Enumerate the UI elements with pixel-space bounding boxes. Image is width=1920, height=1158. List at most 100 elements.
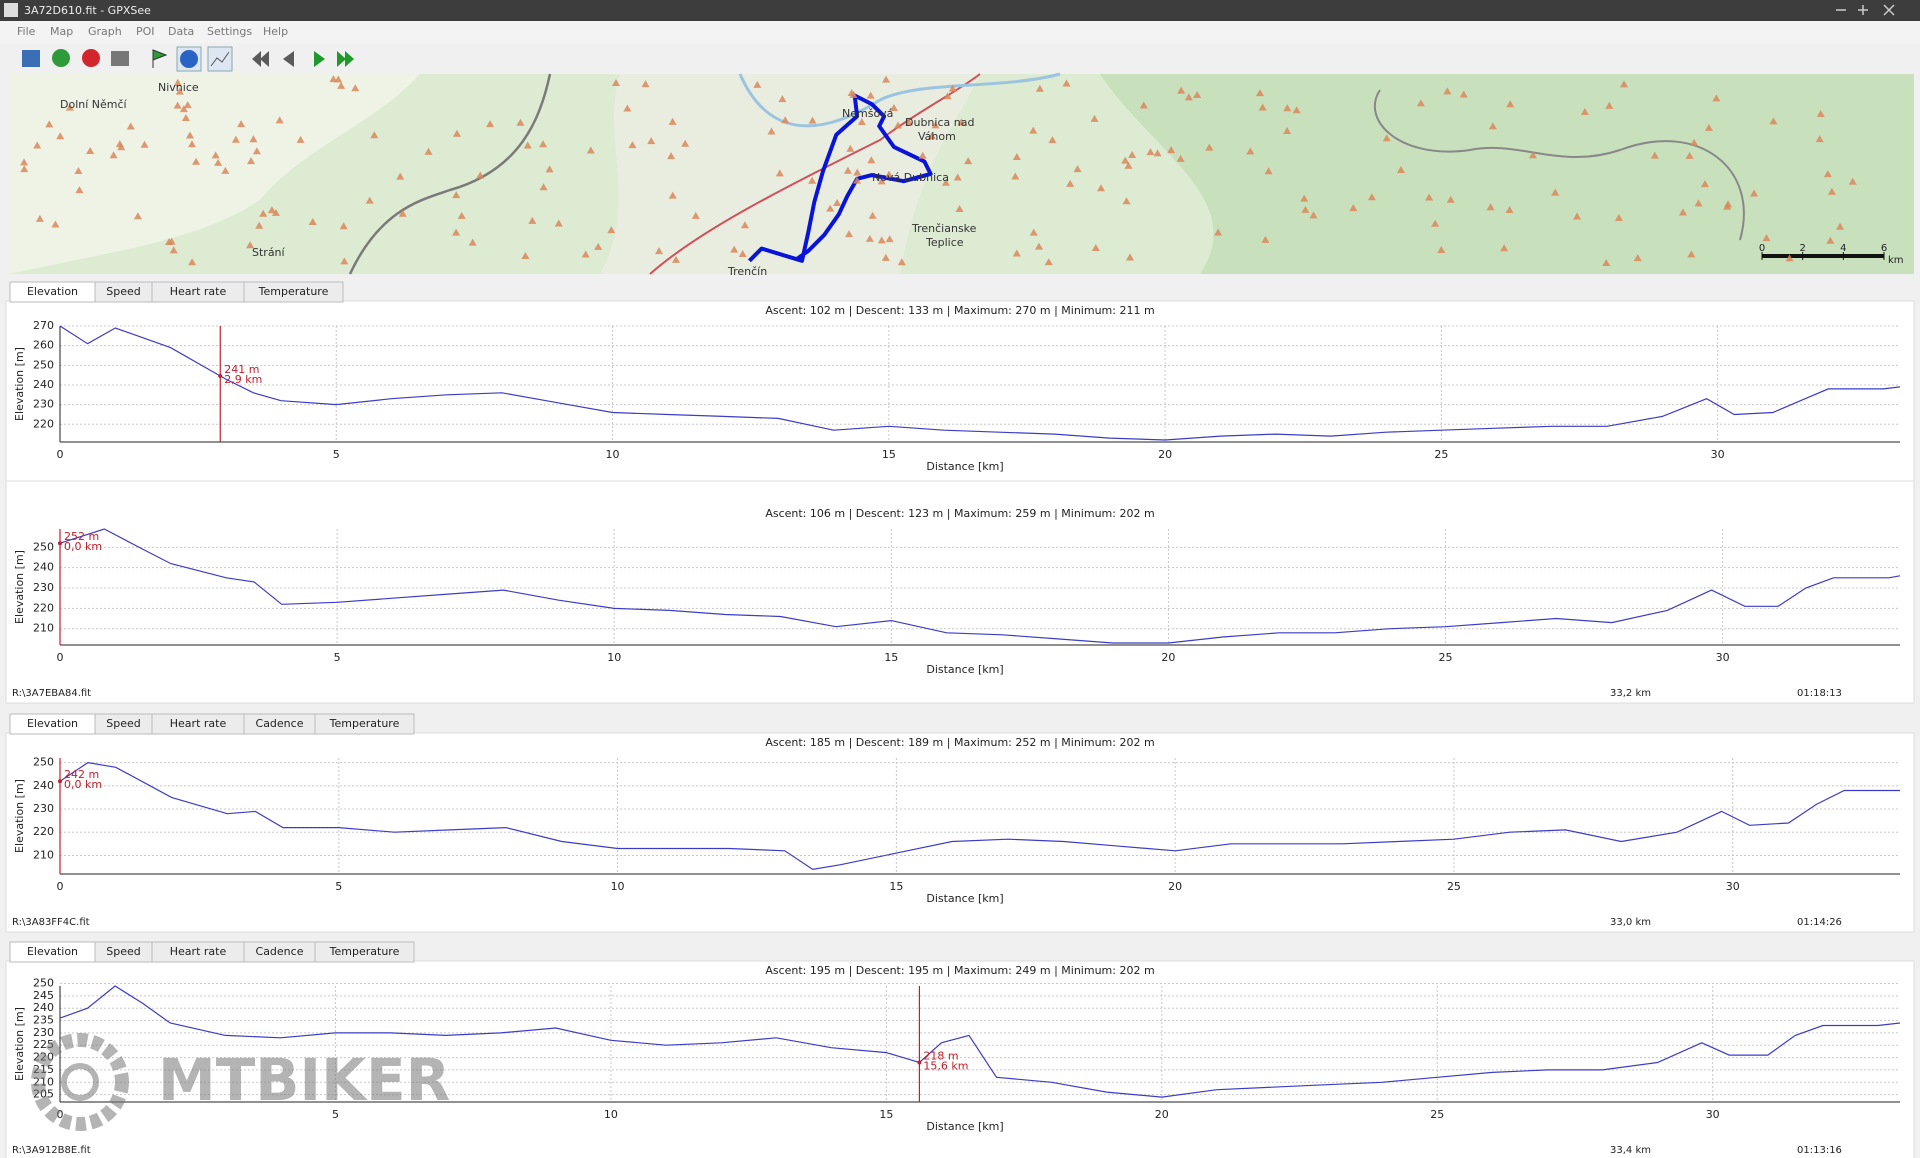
tab[interactable] bbox=[243, 281, 344, 303]
peak-icon bbox=[1121, 156, 1130, 164]
peak-icon bbox=[778, 95, 787, 103]
menu-item[interactable]: Data bbox=[168, 25, 194, 38]
peak-icon bbox=[1382, 134, 1391, 142]
peak-icon bbox=[1650, 151, 1659, 159]
app-icon bbox=[4, 3, 18, 17]
peak-icon bbox=[1848, 177, 1857, 185]
slider-label: 0,0 km bbox=[64, 778, 102, 791]
close-button[interactable] bbox=[1883, 4, 1895, 16]
menu-item[interactable]: POI bbox=[136, 25, 155, 38]
panel-background bbox=[5, 480, 1915, 704]
last-button[interactable] bbox=[337, 51, 354, 67]
peak-icon bbox=[396, 172, 405, 180]
lowland bbox=[9, 74, 420, 274]
close-file-button[interactable] bbox=[82, 49, 100, 67]
x-tick-label: 30 bbox=[1711, 448, 1725, 461]
menu-item[interactable]: Map bbox=[50, 25, 73, 38]
peak-icon bbox=[1349, 204, 1358, 212]
next-button[interactable] bbox=[314, 51, 325, 67]
toolbar-buttons bbox=[22, 46, 354, 72]
y-tick-label: 230 bbox=[33, 581, 54, 594]
peak-icon bbox=[539, 140, 548, 148]
poi-button[interactable] bbox=[152, 49, 168, 68]
tab-label[interactable]: Cadence bbox=[256, 717, 304, 730]
peak-icon bbox=[259, 209, 268, 217]
peak-icon bbox=[231, 135, 240, 143]
tab-label[interactable]: Elevation bbox=[27, 945, 78, 958]
window-controls[interactable] bbox=[1836, 4, 1895, 16]
menu-item[interactable]: Settings bbox=[207, 25, 252, 38]
peak-icon bbox=[185, 131, 194, 139]
peak-icon bbox=[781, 116, 790, 124]
tab-label[interactable]: Heart rate bbox=[170, 717, 227, 730]
tab-label[interactable]: Speed bbox=[106, 717, 140, 730]
open-button[interactable] bbox=[22, 50, 40, 67]
y-tick-label: 270 bbox=[33, 319, 54, 332]
peak-icon bbox=[882, 75, 891, 83]
tab-label[interactable]: Temperature bbox=[329, 945, 400, 958]
tab-label[interactable]: Cadence bbox=[256, 945, 304, 958]
window-title: 3A72D610.fit - GPXSee bbox=[24, 4, 151, 17]
title-bar bbox=[0, 0, 1920, 21]
tab-label[interactable]: Speed bbox=[106, 945, 140, 958]
peak-icon bbox=[126, 122, 135, 130]
tab[interactable] bbox=[314, 713, 415, 735]
peak-icon bbox=[545, 165, 554, 173]
map-label: Trenčianske bbox=[911, 222, 977, 235]
peak-icon bbox=[1029, 126, 1038, 134]
track-time: 01:18:13 bbox=[1797, 688, 1842, 699]
watermark: MTBIKER bbox=[31, 1033, 450, 1131]
tab-label[interactable]: Temperature bbox=[329, 717, 400, 730]
peak-icon bbox=[1690, 138, 1699, 146]
print-button[interactable] bbox=[111, 51, 129, 66]
reload-button[interactable] bbox=[52, 49, 70, 67]
file-name: R:\3A7EBA84.fit bbox=[12, 688, 91, 699]
tab-label[interactable]: Heart rate bbox=[170, 285, 227, 298]
peak-icon bbox=[877, 236, 886, 244]
peak-icon bbox=[1097, 184, 1106, 192]
menu-item[interactable]: File bbox=[17, 25, 36, 38]
peak-icon bbox=[173, 101, 182, 109]
tab-label[interactable]: Elevation bbox=[27, 285, 78, 298]
x-tick-label: 20 bbox=[1158, 448, 1172, 461]
slider-label: 2,9 km bbox=[224, 373, 262, 386]
tab[interactable] bbox=[314, 941, 415, 963]
watermark-gear bbox=[31, 1033, 129, 1131]
graph-toggle[interactable] bbox=[207, 46, 233, 72]
peak-icon bbox=[1500, 244, 1509, 252]
map-label: Teplice bbox=[925, 236, 964, 249]
previous-button[interactable] bbox=[283, 51, 294, 67]
peak-icon bbox=[1124, 161, 1133, 169]
peak-icon bbox=[340, 257, 349, 265]
x-tick-label: 15 bbox=[884, 651, 898, 664]
peak-icon bbox=[267, 206, 276, 214]
x-tick-label: 10 bbox=[607, 651, 621, 664]
peak-icon bbox=[953, 173, 962, 181]
y-axis-label: Elevation [m] bbox=[13, 347, 26, 421]
peak-icon bbox=[221, 166, 230, 174]
graph-panel: Elevation Speed Heart rate Cadence Temperatu… bbox=[5, 713, 1915, 933]
tab-label[interactable]: Speed bbox=[106, 285, 140, 298]
peak-icon bbox=[169, 246, 178, 254]
peak-icon bbox=[1528, 151, 1537, 159]
peak-icon bbox=[187, 140, 196, 148]
peak-icon bbox=[1167, 146, 1176, 154]
peak-icon bbox=[1685, 151, 1694, 159]
peak-icon bbox=[853, 176, 862, 184]
peak-icon bbox=[843, 166, 852, 174]
peak-icon bbox=[1301, 205, 1310, 213]
menu-item[interactable]: Graph bbox=[88, 25, 122, 38]
peak-icon bbox=[1459, 90, 1468, 98]
first-button[interactable] bbox=[252, 51, 269, 67]
border bbox=[348, 73, 552, 275]
peak-icon bbox=[1139, 101, 1148, 109]
tab-label[interactable]: Elevation bbox=[27, 717, 78, 730]
peak-icon bbox=[628, 141, 637, 149]
graph-summary: Ascent: 102 m | Descent: 133 m | Maximum… bbox=[765, 304, 1154, 317]
peak-icon bbox=[1062, 79, 1071, 87]
peak-icon bbox=[1205, 143, 1214, 151]
tab-label[interactable]: Heart rate bbox=[170, 945, 227, 958]
tab-label[interactable]: Temperature bbox=[258, 285, 329, 298]
menu-item[interactable]: Help bbox=[263, 25, 288, 38]
peak-icon bbox=[1214, 228, 1223, 236]
